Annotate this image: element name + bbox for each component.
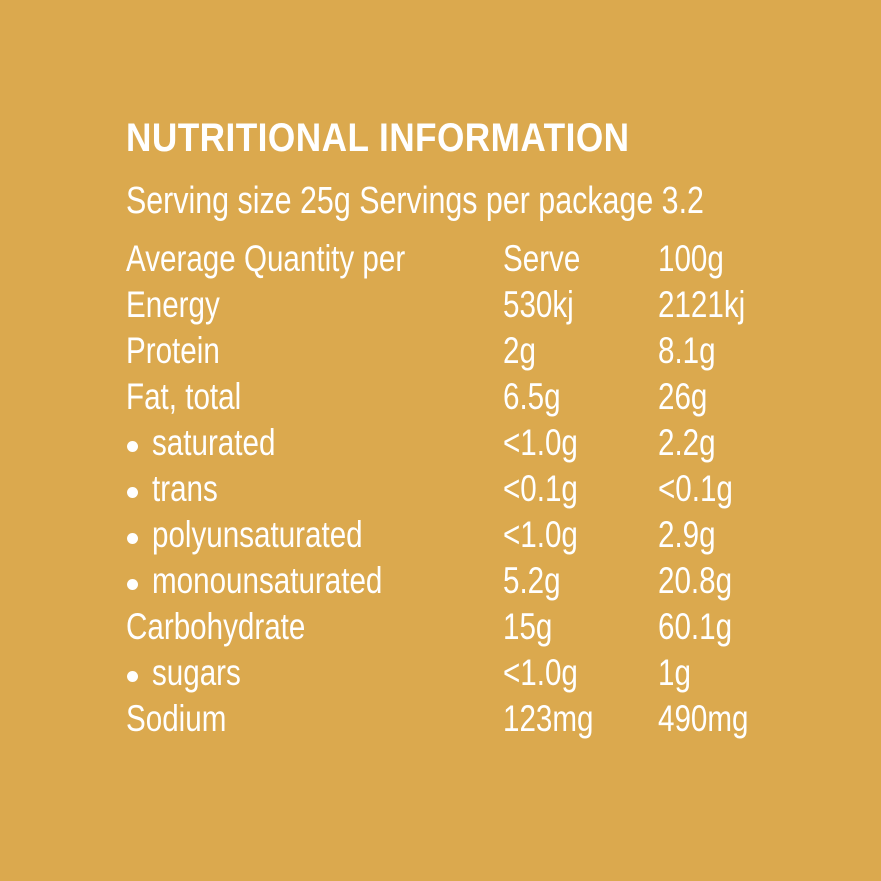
value-per-serve: <1.0g xyxy=(503,514,578,555)
nutrient-label: Energy xyxy=(126,284,220,325)
value-per-serve: <0.1g xyxy=(503,468,578,509)
nutrient-label: Carbohydrate xyxy=(126,606,306,647)
nutrient-label: Sodium xyxy=(126,698,227,739)
table-row: polyunsaturated <1.0g 2.9g xyxy=(0,514,881,560)
table-body: Energy 530kj 2121kj Protein 2g 8.1g Fat, total… xyxy=(0,284,881,744)
nutrient-label: trans xyxy=(152,468,218,509)
table-row: Protein 2g 8.1g xyxy=(0,330,881,376)
table-row: Sodium 123mg 490mg xyxy=(0,698,881,744)
nutrient-label: monounsaturated xyxy=(152,560,383,601)
nutrient-label: Fat, total xyxy=(126,376,242,417)
table-header-row: Average Quantity per Serve 100g xyxy=(0,238,881,284)
value-per-100g: 2121kj xyxy=(658,284,746,325)
nutrient-label: sugars xyxy=(152,652,241,693)
column-header-serve: Serve xyxy=(503,238,581,279)
table-row: sugars <1.0g 1g xyxy=(0,652,881,698)
nutrient-label: saturated xyxy=(152,422,276,463)
page-title: NUTRITIONAL INFORMATION xyxy=(126,116,630,160)
nutrition-table: Average Quantity per Serve 100g Energy 53… xyxy=(0,238,881,744)
nutrient-label: polyunsaturated xyxy=(152,514,363,555)
nutrient-label: Protein xyxy=(126,330,220,371)
table-row: Fat, total 6.5g 26g xyxy=(0,376,881,422)
value-per-serve: 2g xyxy=(503,330,536,371)
value-per-100g: 60.1g xyxy=(658,606,733,647)
bullet-icon xyxy=(127,487,138,498)
value-per-100g: 20.8g xyxy=(658,560,733,601)
value-per-serve: 530kj xyxy=(503,284,574,325)
value-per-100g: 490mg xyxy=(658,698,749,739)
bullet-icon xyxy=(127,579,138,590)
value-per-serve: <1.0g xyxy=(503,652,578,693)
value-per-serve: 123mg xyxy=(503,698,594,739)
value-per-100g: 2.2g xyxy=(658,422,716,463)
value-per-serve: <1.0g xyxy=(503,422,578,463)
table-row: trans <0.1g <0.1g xyxy=(0,468,881,514)
column-header-100g: 100g xyxy=(658,238,724,279)
table-row: saturated <1.0g 2.2g xyxy=(0,422,881,468)
bullet-icon xyxy=(127,533,138,544)
table-row: monounsaturated 5.2g 20.8g xyxy=(0,560,881,606)
value-per-100g: 2.9g xyxy=(658,514,716,555)
value-per-100g: 8.1g xyxy=(658,330,716,371)
value-per-serve: 6.5g xyxy=(503,376,561,417)
bullet-icon xyxy=(127,441,138,452)
table-row: Energy 530kj 2121kj xyxy=(0,284,881,330)
value-per-serve: 5.2g xyxy=(503,560,561,601)
serving-size-line: Serving size 25g Servings per package 3.… xyxy=(126,180,704,222)
value-per-100g: 26g xyxy=(658,376,708,417)
value-per-100g: 1g xyxy=(658,652,691,693)
column-header-label: Average Quantity per xyxy=(126,238,406,279)
bullet-icon xyxy=(127,671,138,682)
value-per-100g: <0.1g xyxy=(658,468,733,509)
table-row: Carbohydrate 15g 60.1g xyxy=(0,606,881,652)
value-per-serve: 15g xyxy=(503,606,553,647)
